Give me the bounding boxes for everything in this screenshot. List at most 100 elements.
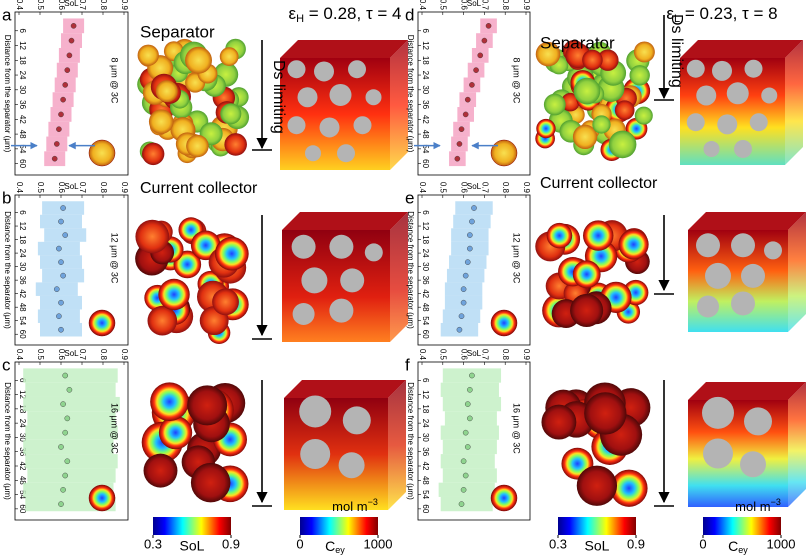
y-tick-label: 6 — [421, 29, 430, 34]
panel-letter: f — [405, 355, 410, 374]
block-side — [785, 40, 803, 165]
inset-particle — [88, 309, 116, 337]
y-tick-label: 60 — [18, 504, 27, 513]
point — [473, 67, 479, 73]
colorbar-label: SoL — [180, 538, 205, 554]
x-tick-label: 0.4 — [15, 182, 24, 194]
y-tick-label: 24 — [421, 71, 430, 80]
particle — [185, 46, 212, 74]
y-tick-label: 60 — [421, 330, 430, 339]
hole — [291, 234, 316, 259]
point — [460, 286, 467, 292]
hole — [287, 60, 306, 79]
particle — [584, 392, 627, 435]
annotation: 8 μm @ 3C — [110, 58, 120, 104]
y-tick-label: 36 — [421, 276, 430, 285]
x-tick-label: 0.5 — [36, 182, 45, 194]
y-tick-label: 30 — [18, 433, 27, 442]
band — [25, 454, 118, 469]
x-axis-label: SoL — [64, 349, 79, 358]
colorbar-tick-label: 1000 — [767, 536, 796, 551]
y-tick-label: 54 — [18, 490, 27, 499]
x-tick-label: 0.6 — [57, 0, 66, 11]
point — [485, 23, 492, 29]
x-tick-label: 0.8 — [99, 349, 108, 361]
x-tick-label: 0.6 — [57, 349, 66, 361]
x-tick-label: 0.8 — [501, 349, 510, 361]
particle — [220, 103, 242, 125]
point — [58, 218, 64, 225]
particle — [543, 93, 566, 116]
hole — [764, 241, 782, 260]
hole — [301, 267, 328, 294]
y-tick-label: 12 — [421, 390, 430, 399]
x-tick-label: 0.9 — [522, 349, 531, 361]
particle — [618, 229, 649, 260]
y-tick-label: 36 — [18, 100, 27, 109]
y-tick-label: 24 — [18, 71, 27, 80]
band — [23, 396, 120, 412]
x-tick-label: 0.7 — [78, 0, 87, 11]
particle — [155, 80, 178, 103]
block-side — [390, 212, 408, 342]
y-tick-label: 60 — [421, 504, 430, 513]
y-tick-label: 6 — [18, 210, 27, 215]
y-tick-label: 54 — [421, 490, 430, 499]
point — [454, 155, 461, 162]
hole — [741, 263, 765, 288]
point — [64, 415, 71, 422]
hole — [726, 82, 749, 105]
point — [60, 401, 66, 407]
y-tick-label: 60 — [421, 159, 430, 168]
y-tick-label: 60 — [18, 159, 27, 168]
hole — [299, 395, 332, 428]
block-top — [680, 40, 803, 58]
hole — [703, 140, 720, 157]
x-axis-label: SoL — [467, 182, 482, 191]
hole — [314, 61, 334, 82]
point — [68, 37, 75, 44]
y-tick-label: 36 — [421, 100, 430, 109]
heading: εH = 0.28, τ = 4 — [289, 4, 402, 24]
colorbar-unit: mol m−3 — [735, 497, 781, 514]
y-tick-label: 30 — [421, 433, 430, 442]
renders — [135, 38, 806, 510]
point — [469, 372, 475, 379]
x-tick-label: 0.4 — [15, 0, 24, 11]
y-axis-label: Distance from the separator (μm) — [3, 35, 12, 153]
label: Current collector — [540, 175, 658, 192]
block-side — [788, 382, 806, 507]
point — [70, 23, 77, 29]
hole — [686, 113, 705, 132]
y-tick-label: 54 — [421, 316, 430, 325]
point — [62, 472, 68, 479]
inset-particle — [490, 484, 518, 512]
colorbar-tick-label: 0.9 — [627, 536, 645, 551]
point — [58, 111, 64, 118]
point — [469, 82, 475, 88]
y-tick-label: 24 — [18, 249, 27, 258]
hole — [740, 451, 766, 478]
band — [27, 411, 116, 426]
particle — [224, 133, 247, 156]
band — [438, 482, 495, 497]
label: Separator — [540, 33, 615, 52]
y-tick-label: 24 — [421, 249, 430, 258]
particle — [583, 220, 614, 251]
hole — [734, 139, 752, 158]
y-tick-label: 42 — [18, 115, 27, 124]
hole — [297, 87, 318, 108]
x-axis-label: SoL — [467, 349, 482, 358]
particle — [158, 415, 193, 450]
point — [464, 444, 471, 450]
y-tick-label: 30 — [18, 262, 27, 271]
inset-particle — [88, 139, 116, 167]
y-tick-label: 48 — [18, 476, 27, 485]
hole — [686, 59, 705, 78]
y-axis-label: Distance from the separator (μm) — [3, 211, 12, 329]
x-tick-label: 0.9 — [522, 182, 531, 194]
point — [54, 141, 60, 147]
label-subscript: ey — [335, 545, 345, 555]
point — [54, 286, 60, 292]
y-axis-label: Distance from the separator (μm) — [406, 35, 415, 153]
